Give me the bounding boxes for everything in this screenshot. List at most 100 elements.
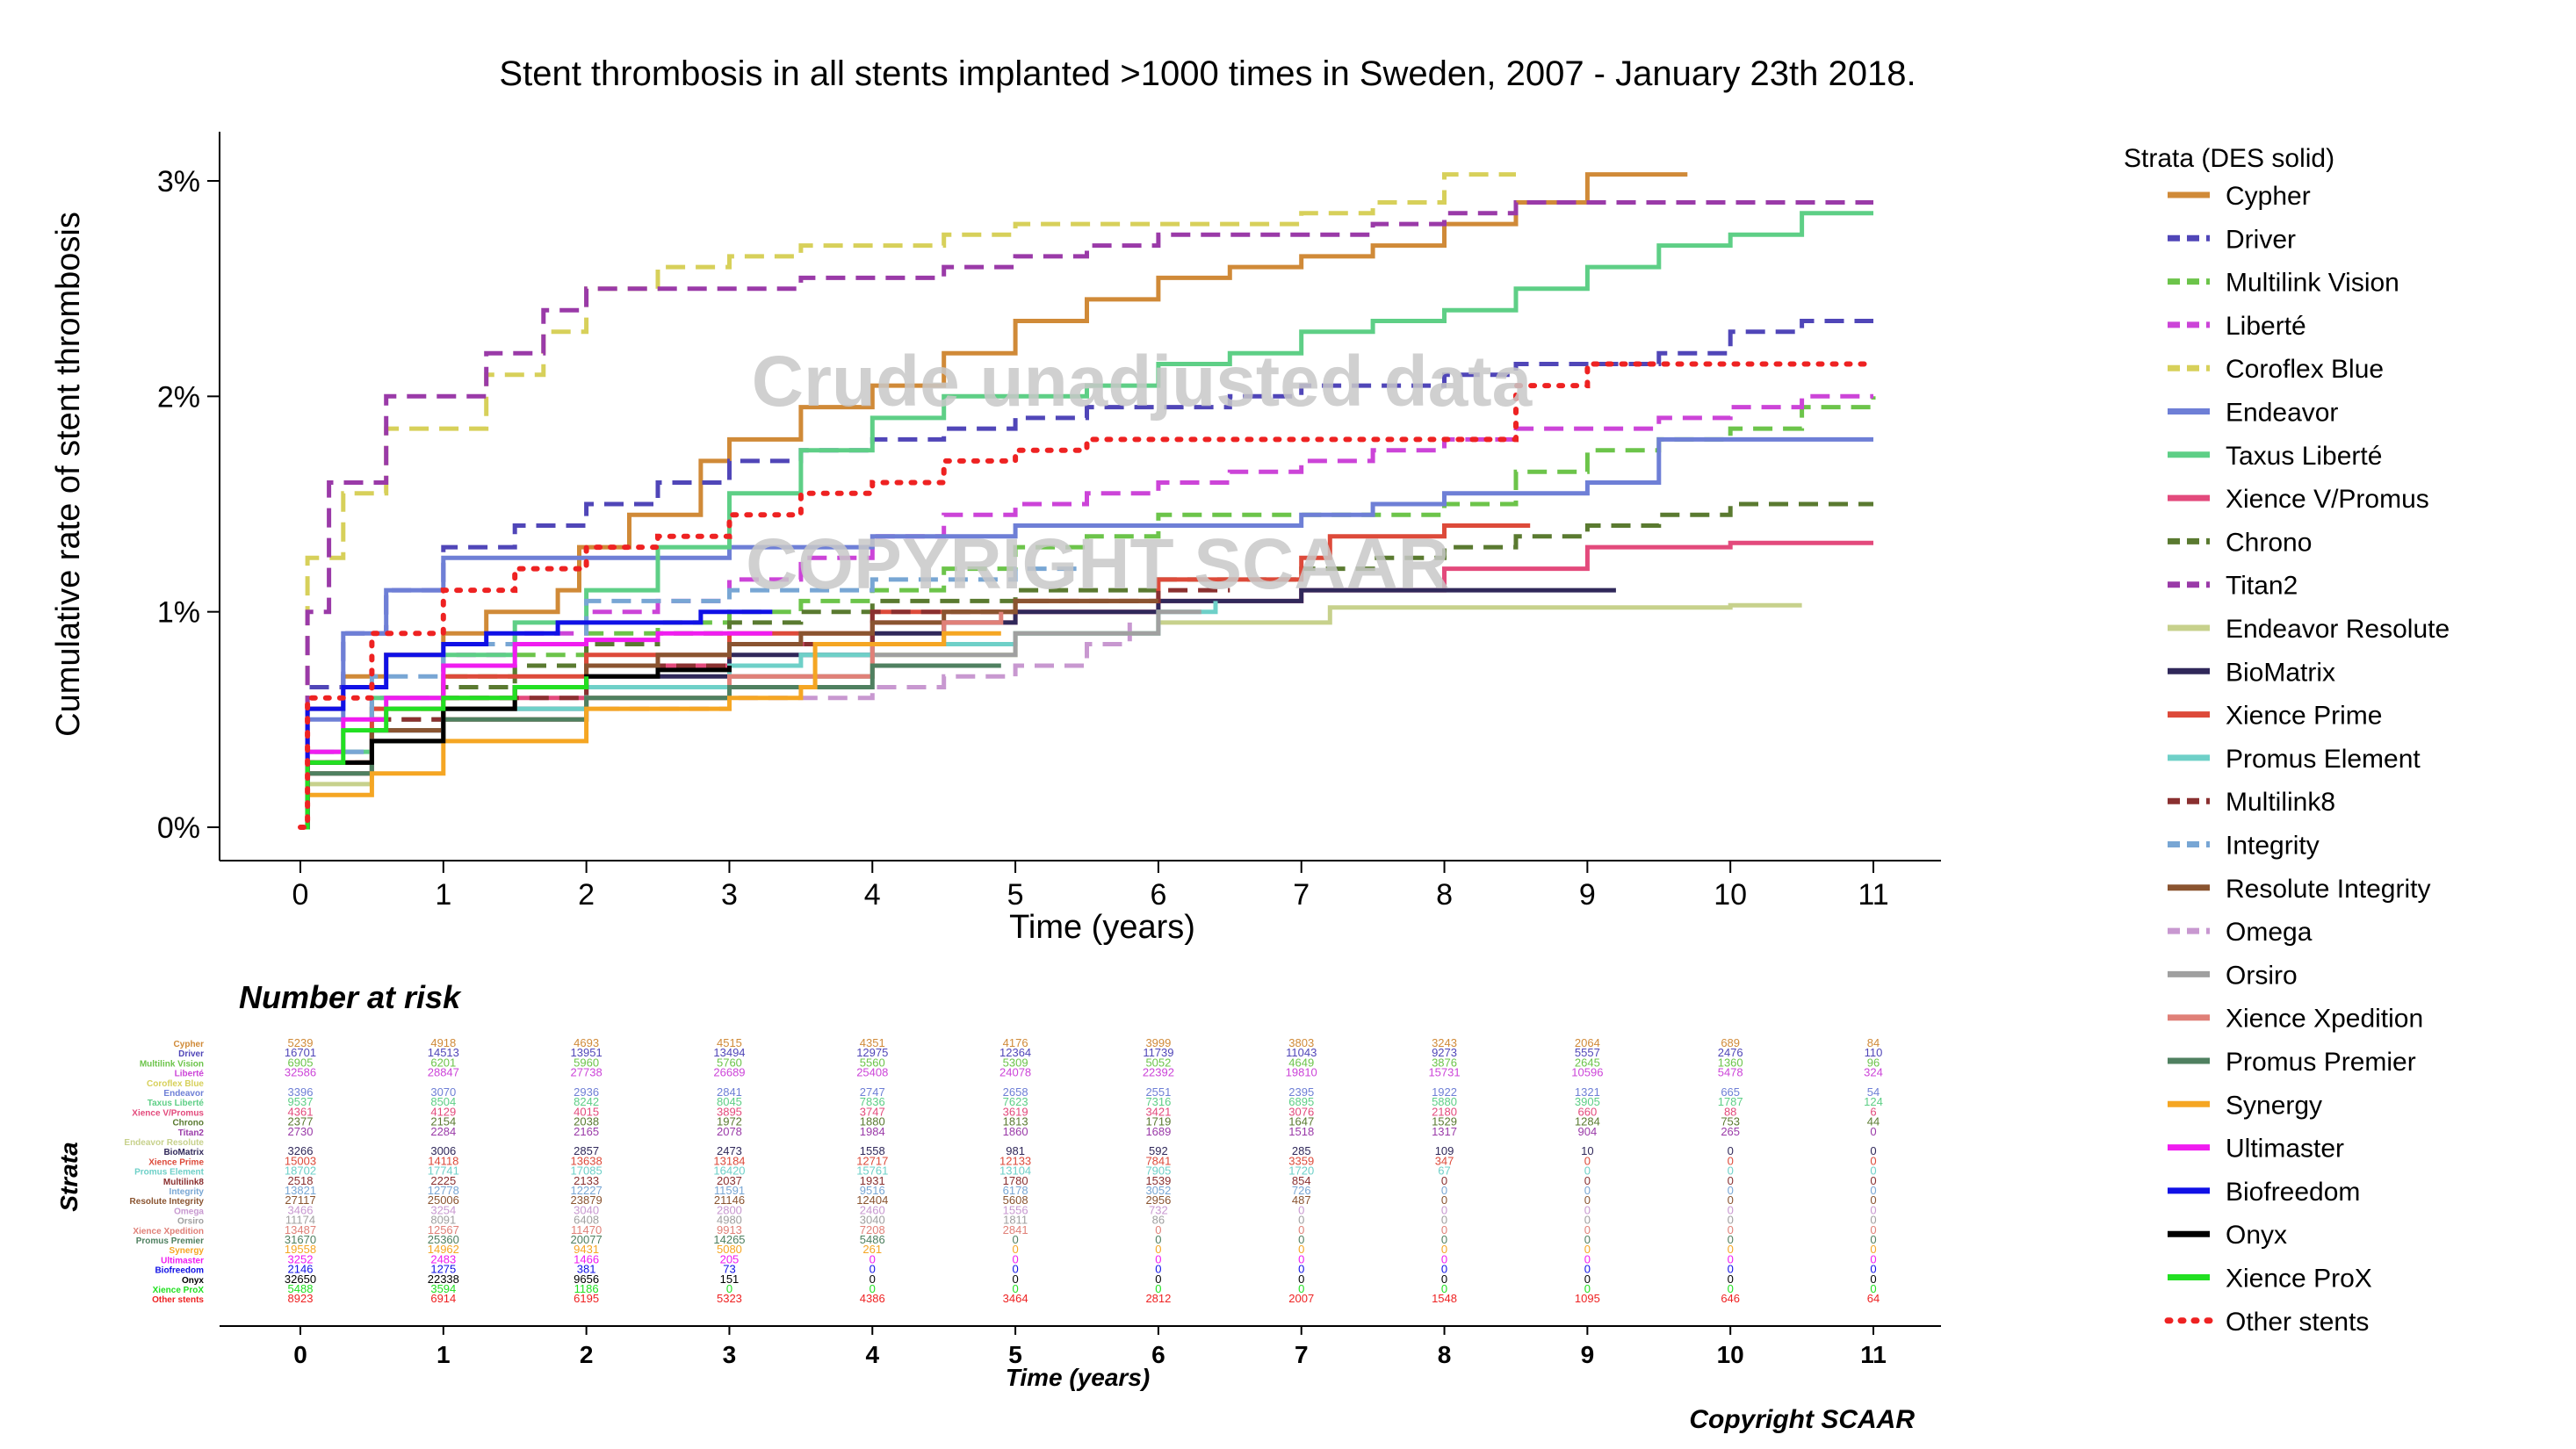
- risk-cell: 9537: [288, 1095, 314, 1108]
- risk-cell: 3359: [1288, 1154, 1314, 1167]
- risk-cell: 73: [723, 1263, 735, 1276]
- legend-item: Taxus Liberté: [2168, 442, 2382, 471]
- risk-cell: 5488: [288, 1282, 314, 1295]
- risk-cell: 2658: [1003, 1085, 1028, 1099]
- risk-cell: 2857: [574, 1144, 599, 1157]
- legend-item: Xience Xpedition: [2168, 1005, 2423, 1034]
- legend-label: Promus Element: [2226, 745, 2421, 774]
- risk-x-tick-label: 11: [1860, 1341, 1887, 1368]
- risk-cell: 0: [1155, 1252, 1161, 1265]
- series-line-biofreedom: [300, 609, 773, 830]
- risk-cell: 0: [1728, 1154, 1734, 1167]
- risk-cell: 3040: [860, 1214, 885, 1227]
- risk-cell: 726: [1292, 1184, 1311, 1197]
- risk-cell: 25360: [428, 1233, 459, 1246]
- legend-label: Ultimaster: [2226, 1135, 2344, 1164]
- legend-label: Promus Premier: [2226, 1048, 2416, 1077]
- legend-item: Synergy: [2168, 1091, 2322, 1120]
- risk-cell: 2460: [860, 1203, 885, 1216]
- risk-cell: 0: [1298, 1243, 1304, 1256]
- risk-cell: 2800: [717, 1203, 742, 1216]
- risk-cell: 0: [1870, 1184, 1876, 1197]
- risk-cell: 17741: [428, 1164, 459, 1178]
- risk-cell: 0: [1012, 1282, 1018, 1295]
- risk-cell: 14962: [428, 1243, 459, 1256]
- legend-item: Endeavor Resolute: [2168, 615, 2450, 644]
- legend-label: Xience ProX: [2226, 1265, 2372, 1294]
- legend-item: Orsiro: [2168, 961, 2298, 990]
- risk-cell: 0: [1870, 1193, 1876, 1207]
- risk-cell: 5239: [288, 1036, 314, 1049]
- risk-row-label: Ultimaster: [161, 1256, 204, 1265]
- series-line-endeavor-resolute: [300, 602, 1802, 830]
- series-line-other-stents: [298, 361, 1876, 830]
- risk-cell: 0: [1441, 1184, 1447, 1197]
- risk-cell: 84: [1867, 1036, 1880, 1049]
- risk-cell: 1529: [1432, 1115, 1457, 1128]
- risk-cell: 88: [1724, 1105, 1736, 1118]
- risk-cell: 3464: [1003, 1292, 1028, 1305]
- legend-label: Xience Prime: [2226, 702, 2382, 731]
- risk-cell: 3396: [288, 1085, 314, 1099]
- risk-cell: 13104: [999, 1164, 1031, 1178]
- risk-cell: 0: [1584, 1203, 1591, 1216]
- risk-cell: 3905: [1575, 1095, 1600, 1108]
- risk-cell: 18702: [285, 1164, 316, 1178]
- legend-item: Promus Element: [2168, 745, 2421, 774]
- risk-cell: 6914: [430, 1292, 456, 1305]
- series-line-coroflex-blue: [300, 172, 1516, 830]
- risk-cell: 7841: [1145, 1154, 1171, 1167]
- risk-cell: 2473: [717, 1144, 742, 1157]
- watermark-crude: Crude unadjusted data: [752, 342, 1533, 422]
- risk-cell: 0: [1728, 1272, 1734, 1286]
- risk-cell: 13951: [571, 1046, 603, 1059]
- risk-cell: 14118: [428, 1154, 458, 1167]
- risk-row-label: Other stents: [152, 1295, 204, 1305]
- risk-cell: 5557: [1575, 1046, 1600, 1059]
- x-tick-label: 7: [1293, 878, 1310, 912]
- risk-cell: 3619: [1003, 1105, 1028, 1118]
- series-line-chrono: [300, 501, 1873, 830]
- legend-label: Taxus Liberté: [2226, 442, 2382, 471]
- risk-cell: 12404: [856, 1193, 888, 1207]
- risk-cell: 2165: [574, 1125, 599, 1138]
- y-axis-label: Cumulative rate of stent thrombosis: [50, 212, 87, 737]
- risk-cell: 2483: [430, 1252, 456, 1265]
- risk-cell: 54: [1867, 1085, 1880, 1099]
- risk-cell: 0: [1155, 1243, 1161, 1256]
- risk-row-label: Promus Premier: [136, 1236, 204, 1246]
- risk-cell: 0: [1584, 1233, 1591, 1246]
- risk-cell: 2038: [574, 1115, 599, 1128]
- risk-cell: 0: [1155, 1272, 1161, 1286]
- risk-cell: 4515: [717, 1036, 742, 1049]
- risk-cell: 151: [720, 1272, 740, 1286]
- risk-cell: 12717: [856, 1154, 888, 1167]
- y-tick-label: 1%: [157, 596, 200, 630]
- risk-cell: 0: [1441, 1193, 1447, 1207]
- risk-cell: 0: [1870, 1263, 1876, 1276]
- risk-row-label: Integrity: [170, 1187, 205, 1197]
- risk-row-label: Xience Prime: [148, 1157, 204, 1167]
- risk-cell: 2747: [860, 1085, 885, 1099]
- risk-cell: 16420: [713, 1164, 745, 1178]
- risk-cell: 646: [1721, 1292, 1740, 1305]
- risk-cell: 205: [720, 1252, 740, 1265]
- risk-cell: 11043: [1286, 1046, 1317, 1059]
- risk-cell: 6408: [574, 1214, 599, 1227]
- risk-cell: 2956: [1145, 1193, 1171, 1207]
- risk-x-tick-label: 4: [865, 1341, 879, 1368]
- risk-cell: 12567: [428, 1223, 459, 1236]
- legend-label: Integrity: [2226, 832, 2320, 861]
- risk-cell: 4386: [860, 1292, 885, 1305]
- legend-item: Xience V/Promus: [2168, 485, 2429, 514]
- risk-cell: 0: [1012, 1272, 1018, 1286]
- risk-row-label: Biofreedom: [155, 1266, 204, 1276]
- risk-cell: 0: [1012, 1252, 1018, 1265]
- risk-x-tick-label: 9: [1581, 1341, 1595, 1368]
- risk-cell: 0: [1728, 1214, 1734, 1227]
- risk-cell: 2730: [288, 1125, 314, 1138]
- risk-cell: 0: [726, 1282, 732, 1295]
- risk-cell: 487: [1292, 1193, 1311, 1207]
- risk-cell: 24078: [999, 1066, 1031, 1079]
- risk-cell: 0: [1584, 1214, 1591, 1227]
